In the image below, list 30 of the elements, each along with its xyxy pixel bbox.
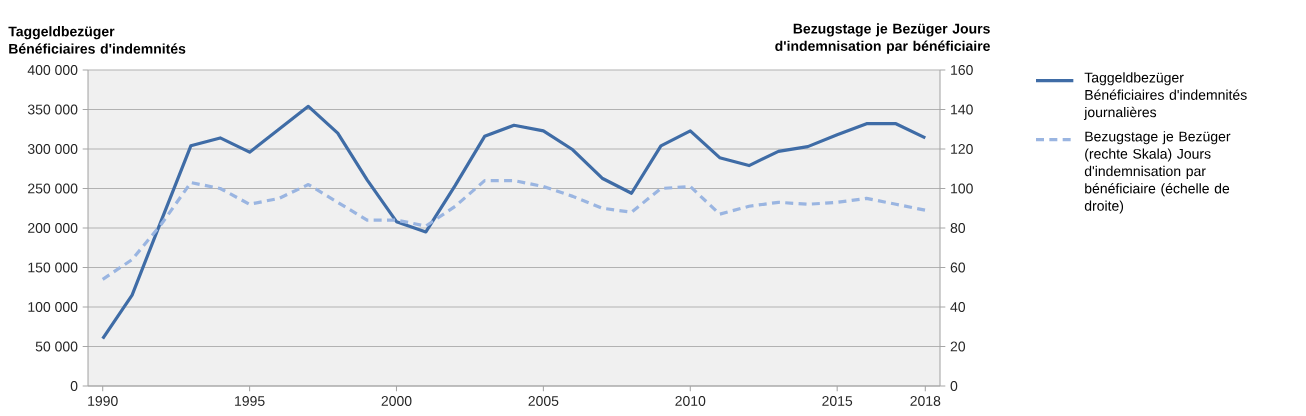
- y-tick-label: 100 000: [28, 302, 78, 312]
- y2-tick-label: 0: [950, 381, 958, 391]
- y2-axis-title: Bezugstage je Bezüger Jours d'indemnisation par bénéficiaire: [775, 23, 990, 54]
- x-tick-label: 1995: [235, 396, 265, 406]
- y-tick-label: 150 000: [28, 262, 78, 273]
- y2-tick-label: 40: [950, 302, 966, 312]
- y2-tick-label: 140: [951, 104, 973, 115]
- y-tick-label: 0: [70, 381, 78, 391]
- x-tick-label: 2000: [381, 396, 412, 406]
- y-tick-label: 400 000: [27, 65, 78, 75]
- x-tick-label: 1990: [88, 396, 118, 406]
- y2-tick-label: 100: [951, 183, 973, 194]
- y2-tick-label: 80: [950, 223, 966, 233]
- y2-tick-label: 120: [951, 144, 973, 154]
- y-tick-label: 300 000: [27, 144, 78, 154]
- y-tick-label: 200 000: [28, 223, 78, 233]
- x-tick-label: 2018: [910, 396, 941, 406]
- legend-label: Bezugstage je Bezüger (rechte Skala) Jours d'indemnisation par bénéficiaire (échelle de droite): [1084, 131, 1231, 214]
- y2-tick-label: 60: [950, 262, 966, 273]
- line-series: [101, 178, 927, 281]
- x-tick-label: 2010: [675, 396, 706, 406]
- legend-label: Taggeldbezüger Bénéficiaires d'indemnités journalières: [1083, 72, 1247, 120]
- y-tick-label: 50 000: [35, 341, 78, 352]
- y-tick-label: 250 000: [28, 183, 78, 194]
- x-tick-label: 2005: [528, 396, 559, 406]
- y2-tick-label: 20: [950, 341, 966, 352]
- y2-tick-label: 160: [951, 65, 973, 75]
- y-tick-label: 350 000: [27, 104, 78, 115]
- y-axis-title: Taggeldbezüger Bénéficiaires d'indemnités: [8, 26, 186, 54]
- x-tick-label: 2015: [822, 396, 853, 406]
